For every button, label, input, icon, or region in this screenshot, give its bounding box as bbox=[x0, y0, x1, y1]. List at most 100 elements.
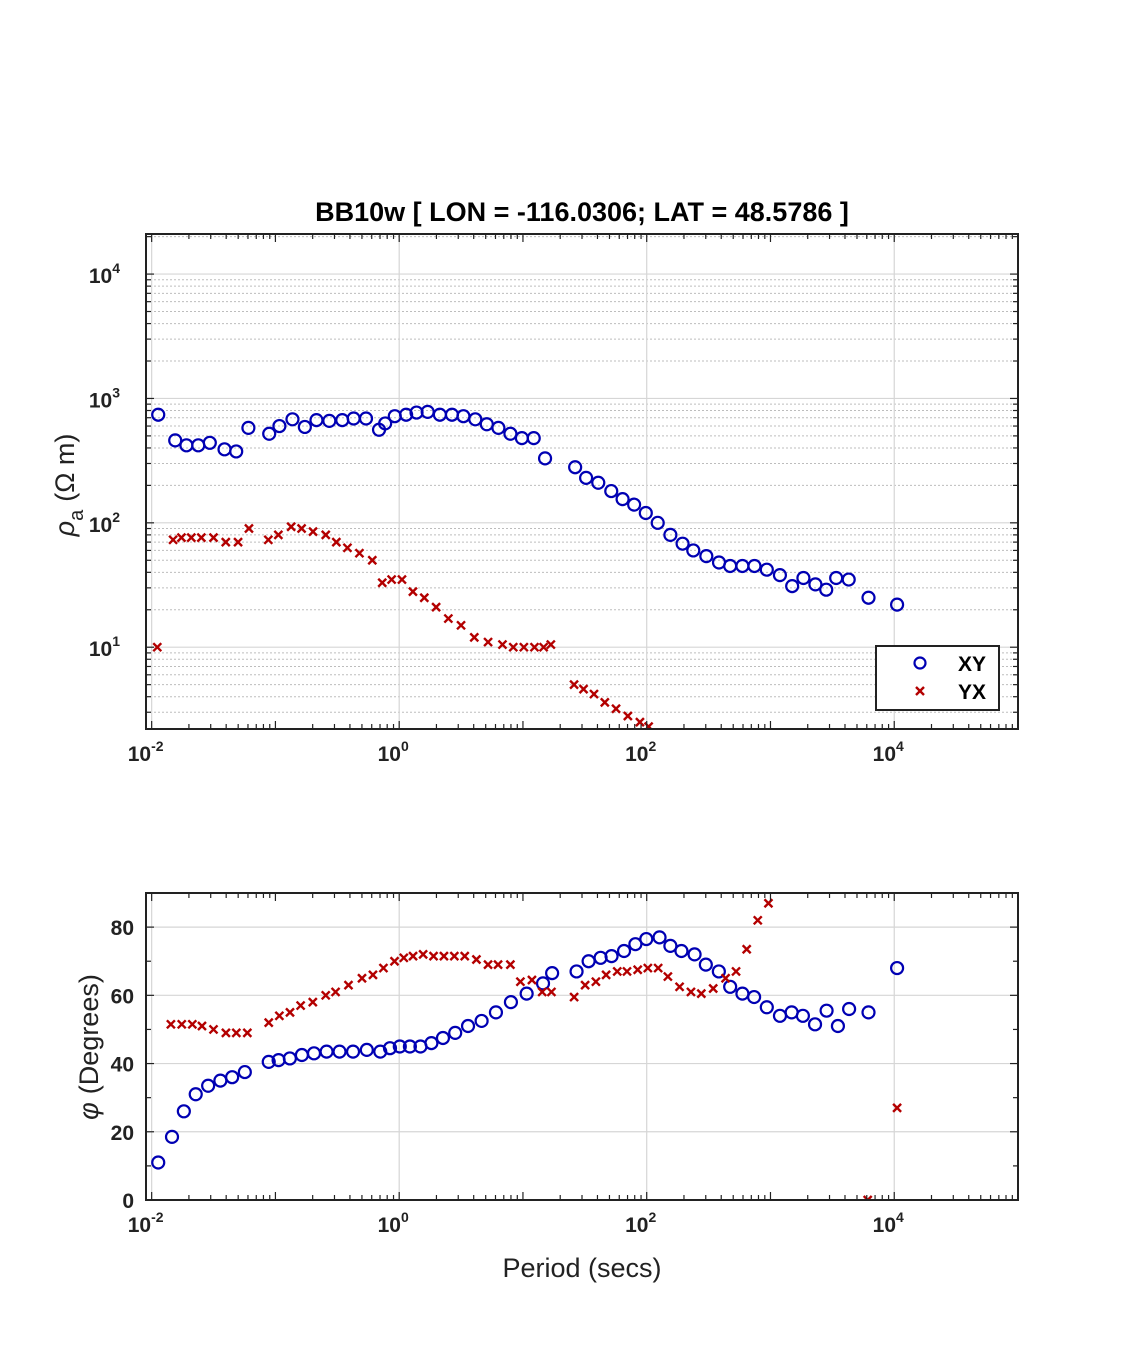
rho-yx-point bbox=[529, 642, 540, 653]
rho-yx-point bbox=[508, 642, 519, 653]
phi-xy-point bbox=[663, 938, 678, 953]
rho-xy-point bbox=[699, 549, 714, 564]
phi-xy-point bbox=[674, 943, 689, 959]
phi-yx-point bbox=[263, 1017, 274, 1028]
rho-yx-point bbox=[377, 577, 388, 588]
phi-yx-point bbox=[307, 997, 318, 1008]
rho-xy-point bbox=[151, 407, 166, 422]
phi-yx-point bbox=[242, 1028, 253, 1038]
phi-xy-point bbox=[830, 1018, 846, 1034]
phi-yx-point bbox=[546, 987, 557, 997]
phi-xy-point bbox=[392, 1039, 407, 1054]
rho-yx-point bbox=[152, 642, 163, 653]
rho-xy-point bbox=[841, 572, 856, 587]
phi-xy-point bbox=[503, 995, 519, 1010]
rho-yx-point bbox=[589, 689, 599, 699]
phi-yx-point bbox=[208, 1024, 219, 1035]
phi-yx-point bbox=[439, 951, 449, 961]
phi-yx-point bbox=[696, 988, 707, 999]
phi-yx-point bbox=[368, 970, 378, 980]
phi-yx-point bbox=[343, 980, 354, 990]
phi-ytick-label: 80 bbox=[111, 917, 134, 940]
phi-xy-point bbox=[435, 1030, 451, 1046]
resistivity-subscript: a bbox=[66, 509, 88, 521]
phi-xy-point bbox=[201, 1078, 216, 1093]
rho-xy-point bbox=[568, 460, 583, 475]
phi-yx-point bbox=[741, 944, 752, 955]
rho-yx-point bbox=[244, 523, 254, 534]
rho-xy-point bbox=[686, 543, 701, 558]
phi-xy-point bbox=[382, 1041, 398, 1056]
rho-yx-point bbox=[168, 534, 178, 545]
rho-xy-point bbox=[759, 562, 774, 577]
legend-xy-label: XY bbox=[958, 653, 986, 676]
rho-xy-point bbox=[202, 435, 217, 450]
rho-xy-point bbox=[579, 470, 594, 485]
rho-xy-point bbox=[772, 567, 788, 583]
rho-yx-point bbox=[538, 642, 549, 653]
rho-xy-point bbox=[638, 505, 653, 521]
resistivity-y-axis-label: ρa (Ω m) bbox=[50, 434, 88, 538]
phi-yx-point bbox=[752, 915, 763, 926]
rho-xy-point bbox=[378, 416, 393, 431]
resistivity-symbol: ρ bbox=[50, 521, 80, 537]
rho-xy-point bbox=[526, 431, 541, 446]
phi-xy-point bbox=[164, 1129, 180, 1144]
rho-yx-point bbox=[569, 679, 579, 690]
rho-yx-point bbox=[578, 684, 589, 695]
rho-xtick-label: 102 bbox=[625, 738, 656, 766]
rho-xy-point bbox=[615, 492, 630, 507]
legend-yx-label: YX bbox=[958, 681, 986, 704]
rho-yx-point bbox=[176, 532, 187, 543]
phi-yx-point bbox=[527, 975, 537, 985]
rho-xy-point bbox=[241, 420, 256, 435]
phi-yx-point bbox=[176, 1019, 187, 1030]
rho-yx-point bbox=[263, 534, 274, 545]
phi-yx-point bbox=[580, 980, 590, 990]
phi-xy-point bbox=[460, 1018, 476, 1034]
phi-yx-point bbox=[166, 1019, 176, 1030]
phi-xy-point bbox=[225, 1070, 240, 1085]
rho-xy-point bbox=[663, 527, 678, 542]
phi-yx-point bbox=[459, 951, 470, 961]
rho-xy-point bbox=[272, 418, 287, 434]
phi-xtick-label: 104 bbox=[873, 1209, 904, 1237]
phi-yx-point bbox=[612, 966, 623, 977]
phi-yx-point bbox=[622, 966, 632, 977]
phi-xy-point bbox=[759, 1000, 774, 1015]
phi-yx-point bbox=[632, 964, 643, 975]
phi-yx-point bbox=[418, 949, 428, 960]
rho-xy-point bbox=[262, 426, 277, 441]
phi-xy-point bbox=[639, 931, 654, 947]
rho-yx-point bbox=[469, 632, 480, 643]
rho-yx-point bbox=[546, 639, 556, 650]
phi-yx-point bbox=[285, 1007, 295, 1018]
phi-xy-point bbox=[842, 1001, 857, 1017]
legend: XY YX bbox=[875, 645, 1000, 711]
phi-ytick-label: 0 bbox=[122, 1190, 134, 1213]
phi-xy-point bbox=[332, 1044, 347, 1059]
phi-xy-point bbox=[698, 957, 713, 972]
rho-yx-point bbox=[354, 548, 365, 559]
phase-plot: 10-2 100 102 104 0 20 40 60 80 bbox=[111, 892, 1019, 1237]
rho-xtick-label: 104 bbox=[873, 738, 904, 766]
phi-ytick-label: 40 bbox=[111, 1054, 134, 1077]
phi-yx-point bbox=[449, 951, 460, 961]
rho-xy-point bbox=[627, 497, 642, 512]
phi-yx-point bbox=[892, 1103, 902, 1113]
resistivity-unit: (Ω m) bbox=[50, 434, 80, 502]
phase-ticks: 10-2 100 102 104 0 20 40 60 80 bbox=[111, 892, 1019, 1237]
rho-yx-point bbox=[286, 521, 297, 532]
phi-xtick-label: 10-2 bbox=[128, 1209, 164, 1237]
x-axis-label: Period (secs) bbox=[502, 1253, 661, 1283]
phi-yx-point bbox=[862, 1195, 873, 1200]
phi-xy-point bbox=[151, 1155, 166, 1170]
rho-xy-point bbox=[650, 515, 665, 530]
phi-yx-point bbox=[708, 983, 719, 994]
phase-y-axis-label: φ (Degrees) bbox=[74, 974, 104, 1120]
rho-yx-point bbox=[367, 555, 378, 566]
rho-xy-point bbox=[358, 411, 374, 426]
phi-xy-point bbox=[176, 1104, 191, 1119]
rho-yx-point bbox=[397, 574, 407, 585]
rho-xy-point bbox=[168, 433, 183, 448]
